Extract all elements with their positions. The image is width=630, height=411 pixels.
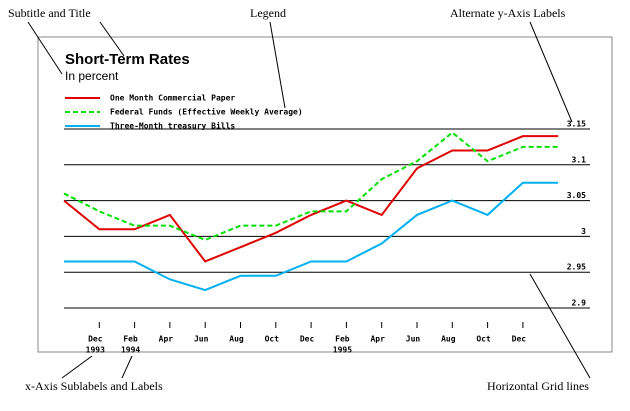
- leader-line: [529, 273, 591, 379]
- leader-line: [121, 355, 133, 379]
- x-tick-label: Dec: [300, 335, 315, 344]
- y-tick-label: 2.95: [567, 263, 586, 272]
- legend-label: Three-Month treasury Bills: [110, 121, 235, 131]
- annotation: Subtitle and Title: [8, 6, 91, 20]
- leader-lines: [27, 21, 591, 379]
- annotation: Alternate y-Axis Labels: [450, 6, 566, 20]
- chart-subtitle: In percent: [65, 69, 119, 83]
- y-tick-label: 3.05: [567, 191, 586, 200]
- leader-line: [27, 21, 63, 75]
- x-tick-label: Aug: [229, 335, 244, 344]
- annotation: x-Axis Sublabels and Labels: [25, 379, 163, 393]
- x-tick-label: Oct: [265, 335, 280, 344]
- x-tick-label: Feb: [123, 335, 138, 344]
- series-line: [63, 131, 559, 242]
- leader-line: [99, 21, 125, 57]
- annotation: Legend: [250, 6, 286, 20]
- x-sublabel: 1995: [333, 346, 352, 355]
- x-tick-label: Dec: [512, 335, 527, 344]
- legend-label: Federal Funds (Effective Weekly Average): [110, 107, 303, 117]
- series-line: [64, 181, 559, 292]
- y-tick-label: 3.15: [567, 120, 586, 129]
- y-tick-label: 3: [581, 227, 586, 236]
- chart-title: Short-Term Rates: [65, 51, 190, 68]
- x-tick-label: Jun: [194, 335, 209, 344]
- annotation: Horizontal Grid lines: [487, 379, 589, 393]
- legend-label: One Month Commercial Paper: [110, 93, 235, 103]
- y-tick-label: 2.9: [572, 299, 587, 308]
- x-sublabel: 1994: [121, 346, 140, 355]
- leader-line: [61, 355, 93, 379]
- x-tick-label: Dec: [88, 335, 103, 344]
- x-tick-label: Oct: [476, 335, 491, 344]
- x-tick-label: Feb: [335, 335, 350, 344]
- chart-frame: [37, 36, 613, 353]
- x-sublabel: 1993: [86, 346, 105, 355]
- x-tick-label: Apr: [159, 335, 174, 344]
- y-tick-label: 3.1: [572, 155, 587, 164]
- x-tick-label: Apr: [370, 335, 385, 344]
- series-line: [63, 135, 559, 263]
- leader-line: [269, 21, 286, 109]
- x-tick-label: Jun: [406, 335, 421, 344]
- leader-line: [529, 21, 573, 123]
- x-tick-label: Aug: [441, 335, 456, 344]
